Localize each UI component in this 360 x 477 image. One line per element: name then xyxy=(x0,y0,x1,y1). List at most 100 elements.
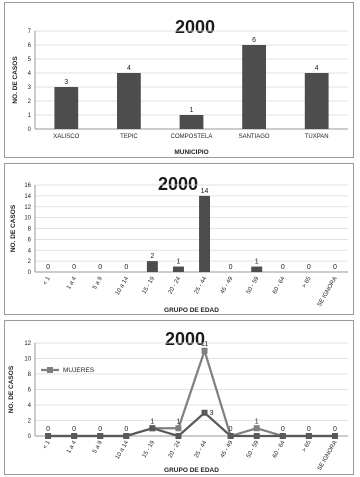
y-tick-label: 2 xyxy=(28,99,32,105)
series-line xyxy=(48,411,335,438)
x-tick-label: SANTIAGO xyxy=(239,134,270,140)
x-tick-label: 60 - 64 xyxy=(272,275,287,295)
x-axis-label: GRUPO DE EDAD xyxy=(164,467,219,474)
y-tick-label: 10 xyxy=(24,357,31,363)
y-tick-label: 6 xyxy=(28,388,32,394)
data-point xyxy=(175,433,182,439)
x-tick-label: 15 - 19 xyxy=(142,275,157,295)
y-tick-label: 8 xyxy=(28,372,32,378)
y-axis-label: NO. DE CASOS xyxy=(12,56,19,104)
chart-panel-municipio: 2000 0 1 2 3 4 5 6 7 NO. DE CASOS XALISCO TEPIC COMP… xyxy=(4,2,354,158)
data-label: 0 xyxy=(124,264,128,271)
y-tick-label: 4 xyxy=(28,403,32,409)
x-tick-label: SE IGNORA xyxy=(317,440,339,472)
x-tick-label: 50 - 59 xyxy=(246,275,261,295)
data-label: 3 xyxy=(64,79,68,86)
y-tick-label: 14 xyxy=(24,194,31,200)
data-point xyxy=(71,433,78,439)
x-tick-label: TEPIC xyxy=(120,134,138,140)
chart-title: 2000 xyxy=(158,174,198,194)
data-label: 0 xyxy=(281,426,285,433)
y-tick-label: 8 xyxy=(28,227,32,233)
data-label: 0 xyxy=(307,264,311,271)
x-tick-label: 1 a 4 xyxy=(66,275,78,290)
data-label: 0 xyxy=(229,264,233,271)
data-point xyxy=(175,425,182,432)
x-tick-label: 25 - 44 xyxy=(194,275,209,295)
chart-title: 2000 xyxy=(175,17,215,37)
y-tick-label: 5 xyxy=(28,57,32,63)
data-point xyxy=(253,433,260,439)
y-tick-label: 4 xyxy=(28,71,32,77)
y-axis-label: NO. DE CASOS xyxy=(8,365,15,413)
legend-marker xyxy=(47,367,53,373)
data-label: 1 xyxy=(255,418,259,425)
data-label: 1 xyxy=(177,418,181,425)
legend-label: MUJERES xyxy=(63,367,95,374)
data-label: 1 xyxy=(177,259,181,266)
x-tick-label: > 65 xyxy=(301,275,312,289)
data-label: 4 xyxy=(315,65,319,72)
data-label: 1 xyxy=(190,107,194,114)
bar xyxy=(146,261,158,272)
y-tick-label: 6 xyxy=(28,43,32,49)
x-tick-label: TUXPAN xyxy=(305,134,329,140)
bar xyxy=(172,266,184,272)
x-tick-label: 20 - 24 xyxy=(168,439,183,459)
x-tick-label: 45 - 49 xyxy=(220,275,235,295)
data-label: 0 xyxy=(72,264,76,271)
x-tick-label: 5 a 9 xyxy=(92,439,104,454)
y-tick-label: 16 xyxy=(24,183,31,189)
y-tick-label: 12 xyxy=(24,205,31,211)
data-label: 3 xyxy=(210,410,214,417)
x-tick-label: 20 - 24 xyxy=(168,275,183,295)
bar xyxy=(304,73,329,129)
y-tick-label: 4 xyxy=(28,248,32,254)
x-tick-label: 15 - 19 xyxy=(142,439,157,459)
data-label: 0 xyxy=(333,264,337,271)
data-label: 0 xyxy=(124,426,128,433)
x-axis-label: MUNICIPIO xyxy=(174,149,208,156)
x-tick-label: 25 - 44 xyxy=(194,439,209,459)
x-tick-label: SE IGNORA xyxy=(317,276,339,308)
x-tick-label: 45 - 49 xyxy=(220,439,235,459)
data-label: 0 xyxy=(307,426,311,433)
data-label: 1 xyxy=(255,259,259,266)
data-label: 0 xyxy=(46,426,50,433)
x-tick-label: 1 a 4 xyxy=(66,439,78,454)
x-tick-label: XALISCO xyxy=(53,134,79,140)
x-axis-label: GRUPO DE EDAD xyxy=(164,307,219,314)
x-tick-label: 5 a 9 xyxy=(92,275,104,290)
bar xyxy=(199,195,211,272)
data-label: 2 xyxy=(150,253,154,260)
x-tick-label: 50 - 59 xyxy=(246,439,261,459)
y-tick-label: 12 xyxy=(24,341,31,347)
data-point xyxy=(201,409,208,416)
chart-title: 2000 xyxy=(165,329,205,349)
bar xyxy=(54,87,79,129)
data-label: 11 xyxy=(201,341,208,348)
chart-municipio: 2000 0 1 2 3 4 5 6 7 NO. DE CASOS XALISCO TEPIC COMP… xyxy=(12,17,348,156)
bar xyxy=(117,73,141,129)
data-label: 0 xyxy=(229,426,233,433)
data-label: 0 xyxy=(46,264,50,271)
data-label: 1 xyxy=(150,418,154,425)
y-tick-label: 2 xyxy=(28,259,32,265)
data-point xyxy=(331,433,338,439)
data-label: 4 xyxy=(127,65,131,72)
bar xyxy=(242,45,266,129)
data-label: 0 xyxy=(98,426,102,433)
y-tick-label: 2 xyxy=(28,419,32,425)
data-label: 0 xyxy=(333,426,337,433)
data-label: 0 xyxy=(72,426,76,433)
x-tick-label: > 65 xyxy=(301,439,312,453)
x-tick-label: 10 a 14 xyxy=(115,439,131,460)
y-tick-label: 7 xyxy=(28,29,32,35)
data-point xyxy=(305,433,312,439)
y-tick-label: 10 xyxy=(24,216,31,222)
y-tick-label: 0 xyxy=(28,434,32,440)
